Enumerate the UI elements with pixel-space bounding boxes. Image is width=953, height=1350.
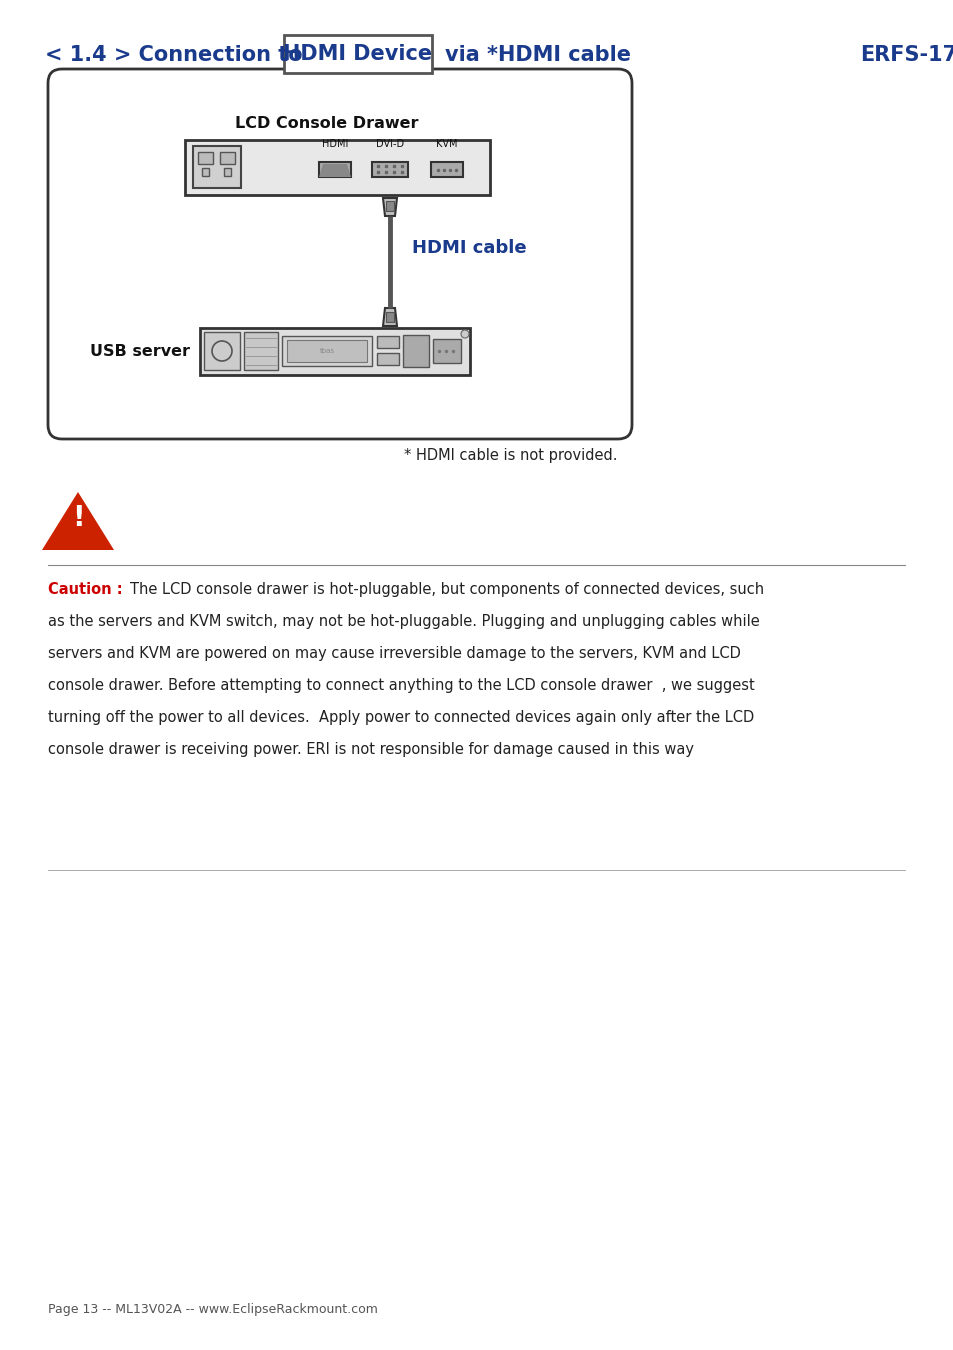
Text: * HDMI cable is not provided.: * HDMI cable is not provided. xyxy=(404,448,618,463)
Bar xyxy=(376,352,398,365)
Bar xyxy=(433,339,460,363)
Text: HDMI cable: HDMI cable xyxy=(412,239,526,256)
Text: HDMI: HDMI xyxy=(321,139,348,148)
Polygon shape xyxy=(318,163,351,177)
Text: servers and KVM are powered on may cause irreversible damage to the servers, KVM: servers and KVM are powered on may cause… xyxy=(48,647,740,662)
Bar xyxy=(224,167,231,176)
Bar xyxy=(372,162,408,177)
Bar xyxy=(204,332,240,370)
Text: USB server: USB server xyxy=(90,344,190,359)
Text: via *HDMI cable: via *HDMI cable xyxy=(444,45,630,65)
Text: KVM: KVM xyxy=(436,139,457,148)
Bar xyxy=(220,153,234,163)
Bar xyxy=(200,328,470,375)
Bar xyxy=(244,332,277,370)
Bar xyxy=(431,162,462,177)
Circle shape xyxy=(460,329,469,338)
Text: DVI-D: DVI-D xyxy=(375,139,404,148)
Bar xyxy=(198,153,213,163)
Polygon shape xyxy=(382,198,396,216)
Bar xyxy=(193,146,241,188)
Bar xyxy=(202,167,209,176)
Bar xyxy=(318,162,351,177)
Text: Caution :: Caution : xyxy=(48,582,128,597)
FancyBboxPatch shape xyxy=(284,35,432,73)
Bar xyxy=(185,140,490,194)
Text: tbas: tbas xyxy=(319,348,335,354)
Polygon shape xyxy=(42,491,113,549)
Text: as the servers and KVM switch, may not be hot-pluggable. Plugging and unplugging: as the servers and KVM switch, may not b… xyxy=(48,614,759,629)
Bar xyxy=(386,201,394,211)
Bar xyxy=(402,335,429,367)
Text: console drawer. Before attempting to connect anything to the LCD console drawer : console drawer. Before attempting to con… xyxy=(48,678,754,693)
Text: HDMI Device: HDMI Device xyxy=(283,45,432,63)
Text: Page 13 -- ML13V02A -- www.EclipseRackmount.com: Page 13 -- ML13V02A -- www.EclipseRackmo… xyxy=(48,1304,377,1316)
Text: console drawer is receiving power. ERI is not responsible for damage caused in t: console drawer is receiving power. ERI i… xyxy=(48,743,693,757)
Text: LCD Console Drawer: LCD Console Drawer xyxy=(234,116,418,131)
Text: ERFS-17: ERFS-17 xyxy=(859,45,953,65)
FancyBboxPatch shape xyxy=(48,69,631,439)
Bar xyxy=(282,336,372,366)
Text: !: ! xyxy=(71,504,84,532)
Bar xyxy=(376,336,398,348)
Text: < 1.4 > Connection to: < 1.4 > Connection to xyxy=(45,45,302,65)
Bar xyxy=(386,312,394,323)
Bar xyxy=(287,340,367,362)
Text: turning off the power to all devices.  Apply power to connected devices again on: turning off the power to all devices. Ap… xyxy=(48,710,754,725)
Text: The LCD console drawer is hot-pluggable, but components of connected devices, su: The LCD console drawer is hot-pluggable,… xyxy=(130,582,763,597)
Polygon shape xyxy=(382,308,396,325)
